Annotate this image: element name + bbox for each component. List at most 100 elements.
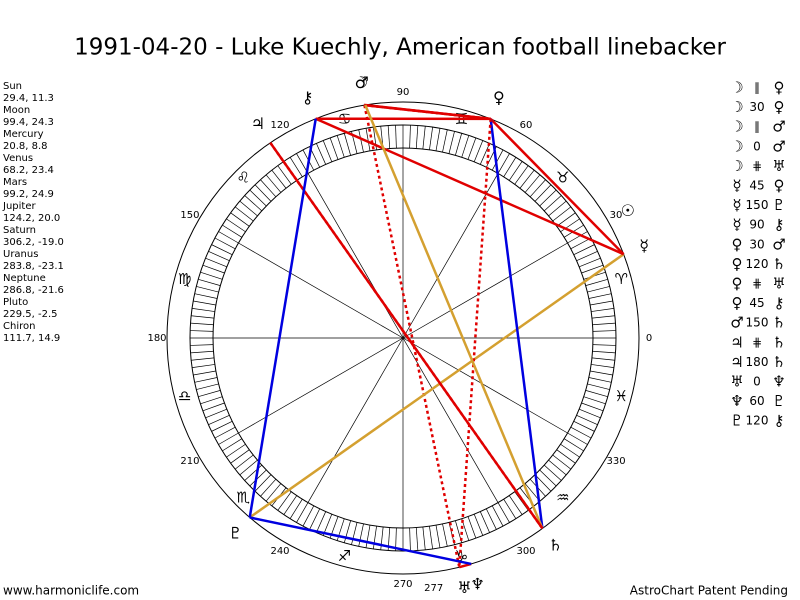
hatch: [592, 322, 616, 326]
hatch: [358, 523, 364, 547]
hatch: [567, 231, 588, 244]
hatch: [591, 308, 614, 312]
degree-label: 240: [270, 546, 289, 557]
hatch: [234, 206, 254, 222]
hatch: [230, 449, 250, 464]
hatch: [234, 454, 254, 470]
hatch: [202, 402, 225, 412]
zodiac-sign: ♓: [615, 387, 628, 405]
aspect-from: ♇: [730, 412, 743, 430]
hatch: [254, 474, 272, 492]
hatch: [289, 498, 303, 519]
hatch: [479, 511, 490, 533]
hatch: [560, 443, 580, 458]
hatch: [302, 505, 315, 527]
planet-position: 99.2, 24.9: [3, 189, 54, 200]
hatch: [579, 408, 601, 419]
aspect-type: ∥: [754, 120, 760, 134]
hatch: [200, 396, 223, 405]
aspect-line: [489, 118, 544, 529]
hatch: [592, 350, 616, 354]
footer-left: www.harmoniclife.com: [3, 584, 139, 598]
planet-name: Uranus: [3, 249, 38, 260]
aspect-type: ⋕: [752, 159, 762, 173]
aspect-from: ♀: [732, 255, 743, 273]
degree-label: 60: [520, 120, 533, 131]
hatch: [190, 330, 214, 332]
hatch: [422, 126, 426, 150]
hatch: [190, 344, 214, 346]
zodiac-sign: ♎: [178, 387, 191, 405]
aspect-to: ♅: [772, 157, 785, 175]
hatch: [491, 149, 504, 171]
hatch: [365, 525, 371, 548]
hatch: [573, 244, 595, 256]
hatch: [365, 128, 371, 151]
hatch: [585, 278, 608, 286]
aspect-from: ☽: [730, 118, 743, 136]
hatch: [534, 184, 552, 202]
aspect-to: ♀: [774, 177, 785, 195]
degree-label: 210: [180, 456, 199, 467]
spoke: [307, 173, 404, 339]
aspect-type: 150: [746, 198, 769, 212]
aspect-to: ♆: [772, 373, 785, 391]
aspect-from: ☿: [732, 196, 741, 214]
aspect-from: ♆: [730, 392, 743, 410]
planet-position: 229.5, -2.5: [3, 309, 58, 320]
zodiac-sign: ♈: [615, 270, 628, 288]
hatch: [249, 469, 267, 487]
planet-position: 68.2, 23.4: [3, 165, 54, 176]
hatch: [467, 137, 477, 160]
degree-label: 150: [180, 210, 199, 221]
hatch: [442, 129, 448, 153]
hatch: [455, 133, 463, 156]
hatch: [260, 179, 277, 198]
hatch: [218, 231, 239, 244]
hatch: [205, 408, 227, 419]
hatch: [289, 157, 303, 178]
hatch: [552, 206, 572, 222]
hatch: [329, 137, 339, 160]
hatch: [587, 383, 610, 390]
spoke: [402, 242, 568, 339]
zodiac-sign: ♍: [178, 270, 191, 288]
aspect-line: [315, 117, 625, 256]
planet-name: Neptune: [3, 273, 46, 284]
spoke: [402, 337, 499, 503]
degree-label: 30: [610, 210, 623, 221]
hatch: [435, 128, 441, 151]
hatch: [573, 420, 595, 432]
hatch: [543, 464, 562, 481]
planet-name: Mars: [3, 177, 27, 188]
hatch: [479, 143, 490, 165]
hatch: [277, 165, 292, 185]
planet-name: Pluto: [3, 297, 28, 308]
degree-label: 300: [516, 546, 535, 557]
hatch: [395, 125, 397, 149]
hatch: [442, 523, 448, 547]
hatch: [448, 131, 455, 154]
hatch: [277, 491, 292, 511]
planet-glyph: ☉: [621, 201, 635, 220]
hatch: [576, 414, 598, 425]
hatch: [497, 502, 510, 523]
aspect-line: [269, 142, 544, 530]
aspect-type: 150: [746, 316, 769, 330]
hatch: [508, 495, 523, 515]
aspect-type: ⋕: [752, 277, 762, 291]
aspect-line: [364, 104, 544, 529]
hatch: [336, 135, 345, 158]
hatch: [271, 169, 287, 189]
aspect-to: ♂: [772, 137, 785, 155]
degree-label: 0: [646, 333, 652, 344]
planet-position: 29.4, 11.3: [3, 93, 54, 104]
planet-name: Mercury: [3, 129, 44, 140]
planet-position: 20.8, 8.8: [3, 141, 48, 152]
aspect-type: 30: [749, 100, 764, 114]
hatch: [343, 520, 351, 543]
aspect-to: ⚷: [774, 412, 785, 430]
aspect-from: ☿: [732, 216, 741, 234]
ascendant-label: 277: [424, 583, 443, 594]
